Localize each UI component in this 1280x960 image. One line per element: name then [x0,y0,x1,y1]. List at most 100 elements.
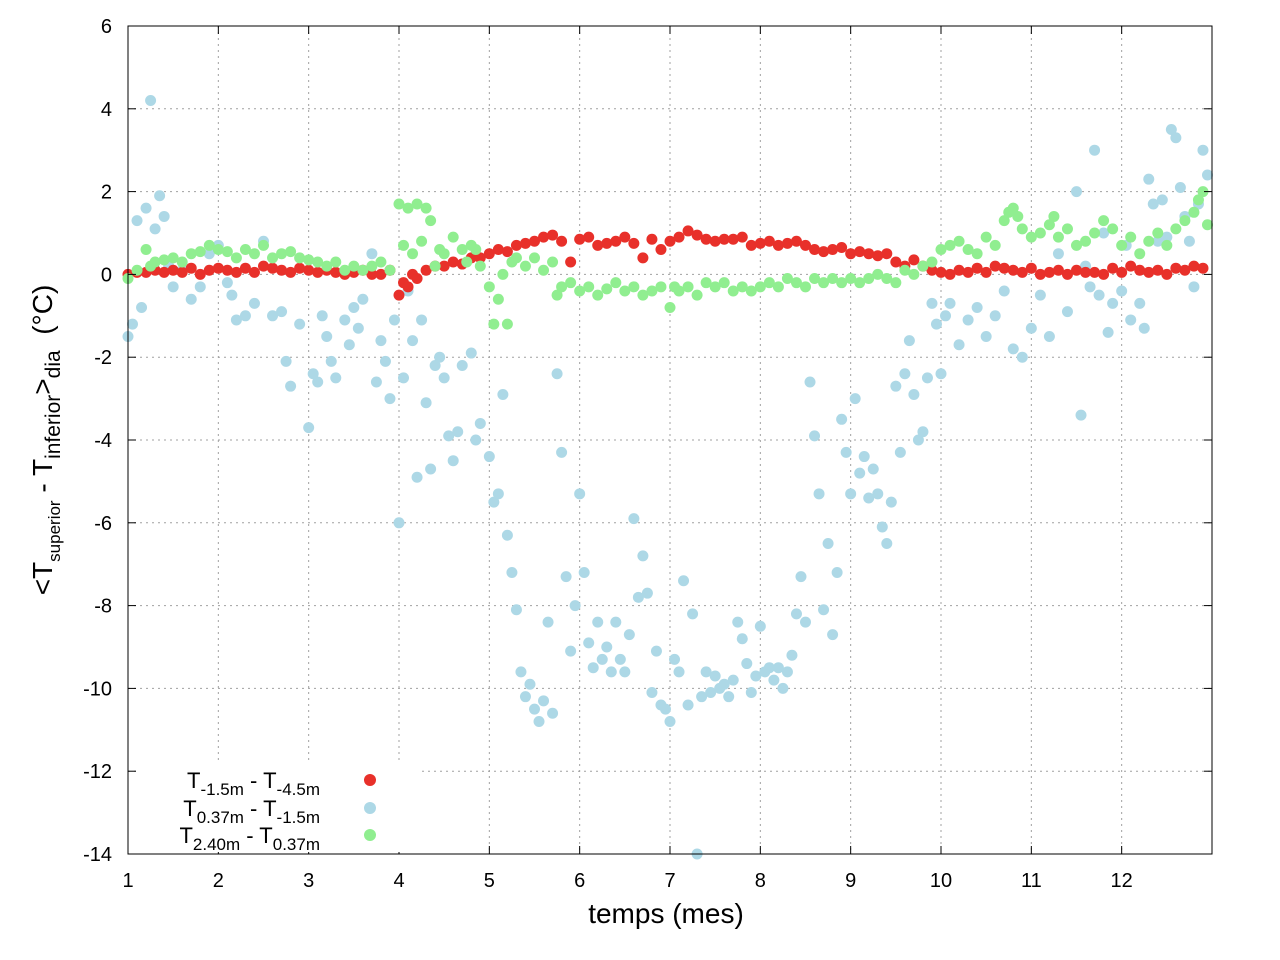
data-point [930,318,942,330]
data-point [398,239,410,251]
data-point [818,246,830,258]
data-point [736,281,748,293]
data-point [718,678,730,690]
data-point [718,277,730,289]
data-point [1143,266,1155,278]
data-point [980,266,992,278]
data-point [1170,262,1182,274]
data-point [741,658,753,670]
data-point [659,703,671,715]
data-point [393,517,405,529]
data-point [452,426,464,438]
data-point [678,575,690,587]
data-point [497,388,509,400]
data-point [402,281,414,293]
data-point [547,707,559,719]
data-point [276,248,288,260]
data-point [185,262,197,274]
data-point [285,266,297,278]
data-point [465,347,477,359]
data-point [854,246,866,258]
data-point [718,233,730,245]
data-point [158,210,170,222]
data-point [167,281,179,293]
data-point [953,264,965,276]
data-point [294,318,306,330]
data-point [641,587,653,599]
data-point [203,239,215,251]
data-point [1034,268,1046,280]
data-point [407,248,419,260]
data-point [565,256,577,268]
data-point [709,281,721,293]
data-point [1061,306,1073,318]
data-point [492,293,504,305]
data-point [1098,268,1110,280]
data-point [1134,264,1146,276]
data-point [447,231,459,243]
data-point [131,264,143,276]
data-point [849,393,861,405]
data-point [375,268,387,280]
data-point [953,235,965,247]
data-point [230,266,242,278]
data-point [221,264,233,276]
y-tick-label: -12 [83,761,112,783]
data-point [790,277,802,289]
data-point [1188,281,1200,293]
data-point [560,571,572,583]
data-point [565,277,577,289]
data-point [890,277,902,289]
data-point [321,260,333,272]
data-point [632,591,644,603]
data-point [547,229,559,241]
x-axis-title: temps (mes) [588,898,744,929]
y-tick-label: -2 [94,347,112,369]
data-point [1188,206,1200,218]
data-point [388,314,400,326]
data-point [732,616,744,628]
data-point [1098,227,1110,239]
data-point [1071,264,1082,276]
data-point [474,260,486,272]
data-point [294,262,306,274]
data-point [420,397,432,409]
data-point [492,244,504,256]
data-point [1156,194,1168,206]
data-point [348,302,360,314]
data-point [212,262,224,274]
data-point [425,463,437,475]
data-point [258,260,269,272]
data-point [510,239,522,251]
data-point [574,233,586,245]
data-point [1052,231,1064,243]
data-point [1197,262,1209,274]
data-point [556,281,568,293]
data-point [705,687,717,699]
data-point [971,262,983,274]
data-point [727,285,739,297]
data-point [438,248,450,260]
data-point [416,314,428,326]
x-tick-label: 6 [574,870,585,892]
data-point [854,467,866,479]
data-point [700,277,712,289]
data-point [1071,239,1082,251]
data-point [872,488,884,500]
data-point [840,446,852,458]
data-point [312,266,324,278]
data-point [194,281,206,293]
data-point [890,380,902,392]
data-point [230,314,242,326]
data-point [691,229,703,241]
data-point [858,451,870,463]
data-point [565,645,577,657]
data-point [276,264,288,276]
data-point [1125,314,1137,326]
data-point [145,95,157,107]
data-point [456,359,468,371]
data-point [529,252,540,264]
data-point [330,372,342,384]
data-point [1107,297,1119,309]
data-point [248,248,260,260]
